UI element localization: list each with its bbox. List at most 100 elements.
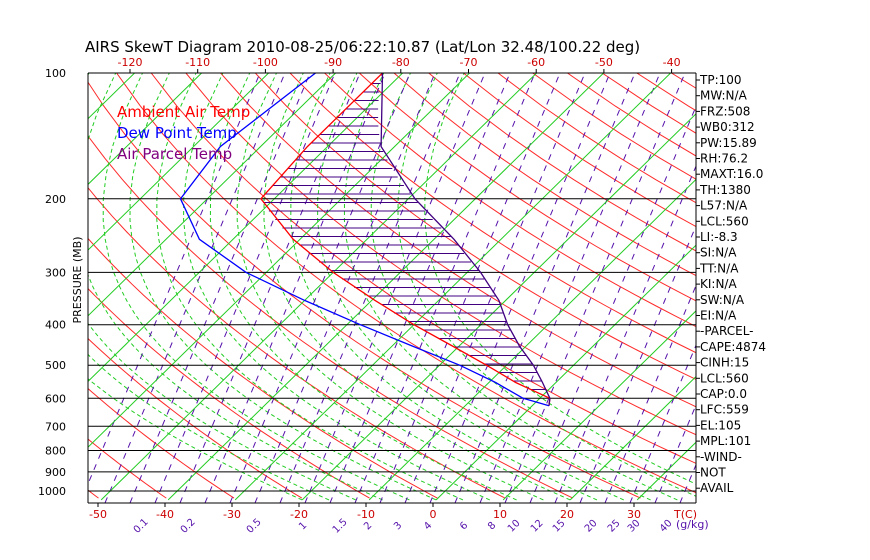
bottom-temp-tick-label: 10 xyxy=(493,508,507,521)
top-temp-tick-label: -80 xyxy=(392,56,410,69)
mixing-ratio-lines xyxy=(88,73,696,503)
dry-adiabat-line xyxy=(776,73,870,498)
isotherm-line xyxy=(301,113,696,501)
profile-air-parcel-temp xyxy=(380,73,551,399)
mixing-ratio-line xyxy=(429,73,611,503)
top-temp-tick-label: -120 xyxy=(118,56,143,69)
cape-hatching xyxy=(263,74,550,399)
isotherm-line xyxy=(368,178,696,501)
index-label: TT:N/A xyxy=(699,261,739,275)
mixing-ratio-line xyxy=(504,73,686,503)
isotherm-line xyxy=(88,73,202,186)
isotherm-line xyxy=(0,73,1,500)
isotherm-line xyxy=(0,73,68,500)
pressure-tick-label: 900 xyxy=(45,466,66,479)
index-label: TH:1380 xyxy=(699,183,751,197)
bottom-temp-tick-label: 20 xyxy=(560,508,574,521)
moist-adiabat-line xyxy=(343,73,651,501)
legend: Ambient Air Temp Dew Point Temp Air Parcel… xyxy=(117,103,250,163)
mixing-ratio-line xyxy=(254,73,436,503)
dry-adiabat-line xyxy=(116,73,696,494)
mixing-ratio-line xyxy=(204,73,386,503)
dry-adiabat-line xyxy=(88,135,574,499)
index-label: MPL:101 xyxy=(700,434,751,448)
y-axis-label: PRESSURE (MB) xyxy=(71,237,84,324)
mixing-ratio-label: 12 xyxy=(529,518,546,535)
index-label: L57:N/A xyxy=(700,199,748,213)
isotherm-line xyxy=(88,73,336,317)
isotherm-line xyxy=(167,73,604,501)
index-label: KI:N/A xyxy=(700,277,737,291)
index-label: RH:76.2 xyxy=(700,152,748,166)
isotherm-line xyxy=(100,73,537,501)
mixing-ratio-line xyxy=(629,344,696,503)
moist-adiabat-line xyxy=(209,73,517,501)
isotherm-line xyxy=(502,310,696,501)
top-temp-tick-label: -90 xyxy=(324,56,342,69)
dry-adiabat-line xyxy=(88,186,506,499)
dry-adiabat-line xyxy=(88,237,438,499)
isotherms xyxy=(0,73,870,501)
pressure-tick-label: 400 xyxy=(45,319,66,332)
isotherm-line xyxy=(435,244,696,501)
index-label: LI:-8.3 xyxy=(700,230,738,244)
moist-adiabat-line xyxy=(129,73,437,501)
index-label: TP:100 xyxy=(699,73,742,87)
mixing-ratio-label: 0.5 xyxy=(245,517,264,536)
moist-adiabat-line xyxy=(102,73,410,501)
dry-adiabat-line xyxy=(741,73,870,498)
legend-entry: Ambient Air Temp xyxy=(117,103,250,121)
mixing-ratio-label: 20 xyxy=(583,518,600,535)
dry-adiabat-line xyxy=(428,73,696,252)
moist-adiabat-line xyxy=(183,73,491,501)
dry-adiabat-line xyxy=(289,73,696,354)
index-label: WB0:312 xyxy=(700,120,755,134)
top-temp-tick-label: -70 xyxy=(460,56,478,69)
index-label: MAXT:16.0 xyxy=(700,167,763,181)
mixing-ratio-label: 40 xyxy=(658,518,675,535)
moist-adiabat-line xyxy=(263,73,571,501)
profile-surface-segment xyxy=(548,398,551,406)
moist-adiabat-line xyxy=(88,353,330,501)
moist-adiabat-line xyxy=(156,73,464,501)
bottom-temp-tick-label: -50 xyxy=(89,508,107,521)
isotherm-line xyxy=(88,73,470,448)
moist-adiabat-line xyxy=(88,73,357,501)
bottom-temp-tick-label: -30 xyxy=(223,508,241,521)
mixing-ratio-line xyxy=(479,73,661,503)
dry-adiabat-line xyxy=(358,73,696,302)
mixing-ratio-line xyxy=(229,73,411,503)
top-temp-tick-label: -110 xyxy=(185,56,210,69)
pressure-tick-label: 300 xyxy=(45,266,66,279)
mixing-ratio-line xyxy=(579,224,696,503)
mixing-ratio-line xyxy=(129,73,311,503)
dry-adiabat-line xyxy=(845,73,870,498)
index-label: -PARCEL- xyxy=(700,324,754,338)
index-label: MW:N/A xyxy=(700,89,748,103)
dry-adiabat-line xyxy=(88,337,303,499)
moist-adiabat-line xyxy=(236,73,544,501)
mixing-ratio-line xyxy=(554,164,696,503)
isotherm-line xyxy=(88,73,135,120)
dry-adiabat-line xyxy=(810,73,870,498)
index-label: CINH:15 xyxy=(700,356,749,370)
isotherm-line xyxy=(771,73,870,500)
bottom-temp-tick-label: 0 xyxy=(430,508,437,521)
mixing-ratio-line xyxy=(104,73,286,503)
index-label: LCL:560 xyxy=(700,371,749,385)
index-label: SW:N/A xyxy=(700,293,745,307)
mixing-ratio-unit: (g/kg) xyxy=(676,518,709,531)
index-label: LFC:559 xyxy=(700,403,749,417)
moist-adiabat-line xyxy=(317,73,625,501)
dry-adiabat-line xyxy=(88,81,641,499)
index-label: CAPE:4874 xyxy=(700,340,766,354)
index-label: SI:N/A xyxy=(700,246,737,260)
mixing-ratio-line xyxy=(404,73,586,503)
index-label: NOT xyxy=(700,466,726,480)
bottom-temp-unit: T(C) xyxy=(673,508,697,521)
moist-adiabat-line xyxy=(290,73,598,501)
pressure-tick-label: 200 xyxy=(45,193,66,206)
mixing-ratio-label: 2 xyxy=(362,520,374,532)
index-label: EL:105 xyxy=(700,418,741,432)
dry-adiabat-line xyxy=(324,73,696,328)
